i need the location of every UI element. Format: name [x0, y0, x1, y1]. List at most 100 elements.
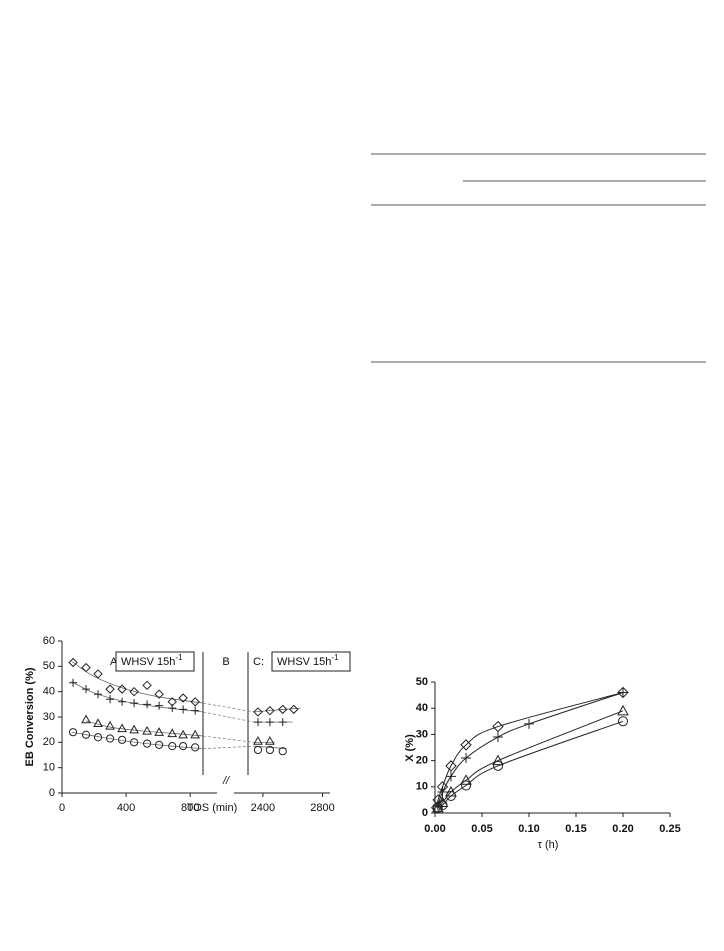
panel-box [271, 651, 351, 672]
marker-triangle [178, 729, 188, 739]
marker-triangle [265, 736, 275, 745]
marker-triangle [154, 727, 164, 736]
box-text: WHSV 15h [277, 656, 331, 668]
y-tick-label: 30 [43, 711, 55, 723]
marker-plus [106, 695, 115, 704]
marker-triangle [492, 754, 504, 766]
marker-diamond [142, 680, 152, 691]
marker-plus [168, 704, 177, 713]
marker-diamond [129, 686, 139, 697]
marker-plus [130, 699, 139, 708]
marker-triangle [129, 724, 139, 734]
x-tick-label: 0.25 [659, 823, 680, 835]
marker-plus [265, 718, 274, 727]
break-mark: // [222, 775, 230, 787]
x-tick-label: 2800 [310, 802, 334, 814]
marker-triangle [253, 736, 263, 745]
x-axis-label: TOS (min) [187, 802, 238, 814]
marker-diamond [253, 707, 263, 717]
marker-plus [143, 700, 152, 709]
marker-triangle [105, 720, 115, 730]
marker-circle [461, 780, 472, 791]
panel-label: C: [253, 656, 264, 668]
connector [202, 745, 254, 749]
y-tick-label: 20 [43, 736, 55, 748]
marker-circle [432, 802, 443, 813]
fit-curve [71, 731, 204, 750]
panel-box [115, 651, 195, 672]
marker-circle [117, 735, 127, 744]
y-tick-label: 20 [416, 755, 428, 767]
marker-circle [154, 740, 164, 749]
marker-diamond [492, 720, 504, 733]
marker-diamond [105, 684, 115, 694]
box-text: WHSV 15h [121, 656, 175, 668]
fit-curve [437, 720, 624, 809]
marker-plus [191, 706, 200, 715]
connector [202, 735, 255, 743]
y-tick-label: 30 [416, 728, 428, 740]
marker-triangle [190, 729, 200, 739]
fit-curve [253, 707, 301, 713]
marker-plus [445, 771, 456, 782]
marker-diamond [265, 705, 275, 716]
x-axis-label: τ (h) [538, 839, 559, 851]
marker-circle [105, 734, 115, 743]
marker-diamond [460, 739, 472, 751]
marker-circle [130, 738, 139, 747]
box-sup: -1 [175, 653, 183, 662]
marker-diamond [278, 704, 288, 715]
marker-plus [278, 718, 287, 727]
marker-plus [118, 697, 127, 706]
marker-triangle [142, 725, 152, 735]
panel-label: B [222, 656, 229, 668]
marker-plus [437, 787, 448, 798]
marker-circle [437, 800, 448, 811]
marker-circle [168, 742, 177, 751]
marker-circle [618, 716, 628, 727]
y-tick-label: 40 [43, 686, 55, 698]
y-tick-label: 50 [43, 660, 55, 672]
panel-box-text: WHSV 15h-1 [277, 653, 339, 668]
x-tick-label: 0.05 [471, 823, 492, 835]
marker-triangle [81, 714, 91, 724]
y-tick-label: 10 [43, 762, 55, 774]
x-tick-label: 0 [59, 802, 65, 814]
y-tick-label: 0 [49, 787, 55, 799]
y-axis-label: EB Conversion (%) [24, 667, 36, 766]
y-tick-label: 10 [416, 781, 428, 793]
y-tick-label: 60 [43, 635, 55, 647]
marker-diamond [178, 693, 188, 703]
marker-circle [68, 728, 78, 737]
x-tick-label: 0.10 [518, 823, 539, 835]
marker-plus [524, 718, 534, 729]
x-tick-label: 2400 [251, 802, 275, 814]
marker-plus [461, 752, 472, 763]
marker-diamond [289, 704, 299, 715]
marker-diamond [117, 684, 127, 694]
panel-box-text: WHSV 15h-1 [121, 653, 183, 668]
marker-triangle [617, 704, 629, 716]
box-sup: -1 [331, 653, 339, 662]
x-tick-label: 0.20 [612, 823, 633, 835]
marker-diamond [190, 697, 200, 707]
marker-diamond [81, 662, 91, 673]
marker-plus [155, 701, 164, 710]
connector [202, 702, 255, 713]
marker-diamond [445, 760, 457, 772]
marker-plus [253, 718, 262, 727]
x-tick-label: 0.15 [565, 823, 586, 835]
fit-curve [436, 691, 624, 808]
marker-plus [618, 687, 628, 698]
marker-circle [179, 742, 188, 751]
marker-circle [93, 733, 103, 742]
marker-triangle [93, 718, 103, 728]
x-tick-label: 0.00 [424, 823, 445, 835]
marker-circle [81, 730, 91, 739]
panel-label: A: [110, 656, 120, 668]
marker-circle [278, 747, 287, 756]
marker-plus [179, 705, 188, 714]
marker-circle [253, 745, 263, 755]
